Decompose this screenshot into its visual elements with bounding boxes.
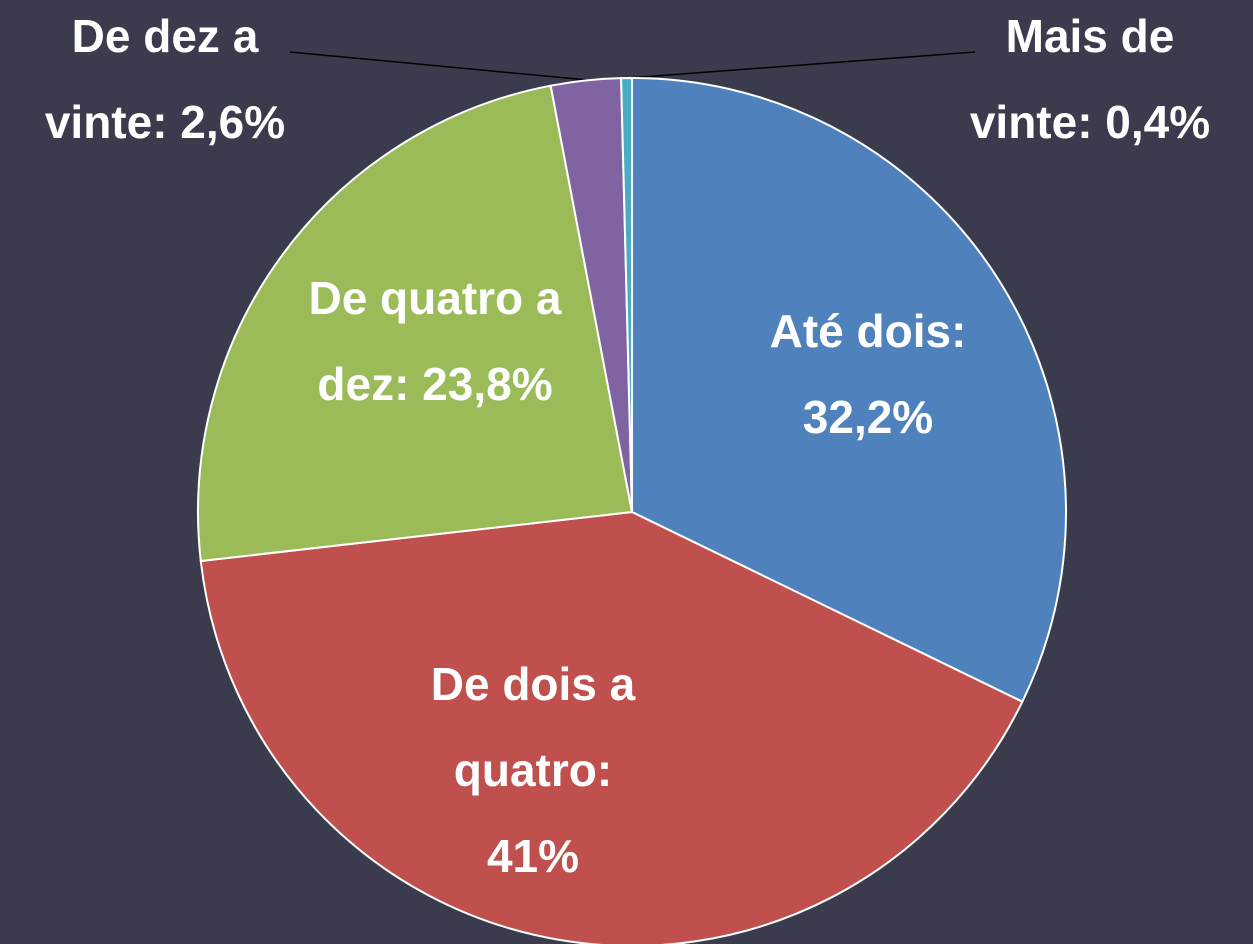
- label-part: Mais de: [1006, 10, 1175, 62]
- pie-slice: [197, 84, 634, 563]
- label-part: De quatro a: [308, 272, 561, 324]
- pie-slice: [620, 76, 633, 513]
- slice-label: Mais de vinte: 0,4%: [970, 10, 1210, 148]
- label-part: 23,8%: [409, 358, 552, 410]
- pie-slice: [199, 510, 1024, 944]
- label-part: 41%: [487, 830, 579, 882]
- slice-label: De quatro a dez: 23,8%: [308, 272, 561, 410]
- slice-label: Até dois: 32,2%: [770, 305, 967, 443]
- pie-slice: [631, 76, 1067, 704]
- leader-line: [289, 51, 589, 81]
- label-part: Até dois:: [770, 305, 967, 357]
- label-part: dez:: [317, 358, 409, 410]
- label-part: vinte: 0,4%: [970, 96, 1210, 148]
- label-part: quatro:: [454, 744, 612, 796]
- label-part: De dez a: [72, 10, 259, 62]
- slice-label: De dois a quatro: 41%: [431, 658, 636, 882]
- label-part: vinte: 2,6%: [45, 96, 285, 148]
- label-part: 32,2%: [803, 391, 933, 443]
- label-part: De dois a: [431, 658, 636, 710]
- slice-label: De dez a vinte: 2,6%: [45, 10, 285, 148]
- leader-line: [627, 51, 976, 79]
